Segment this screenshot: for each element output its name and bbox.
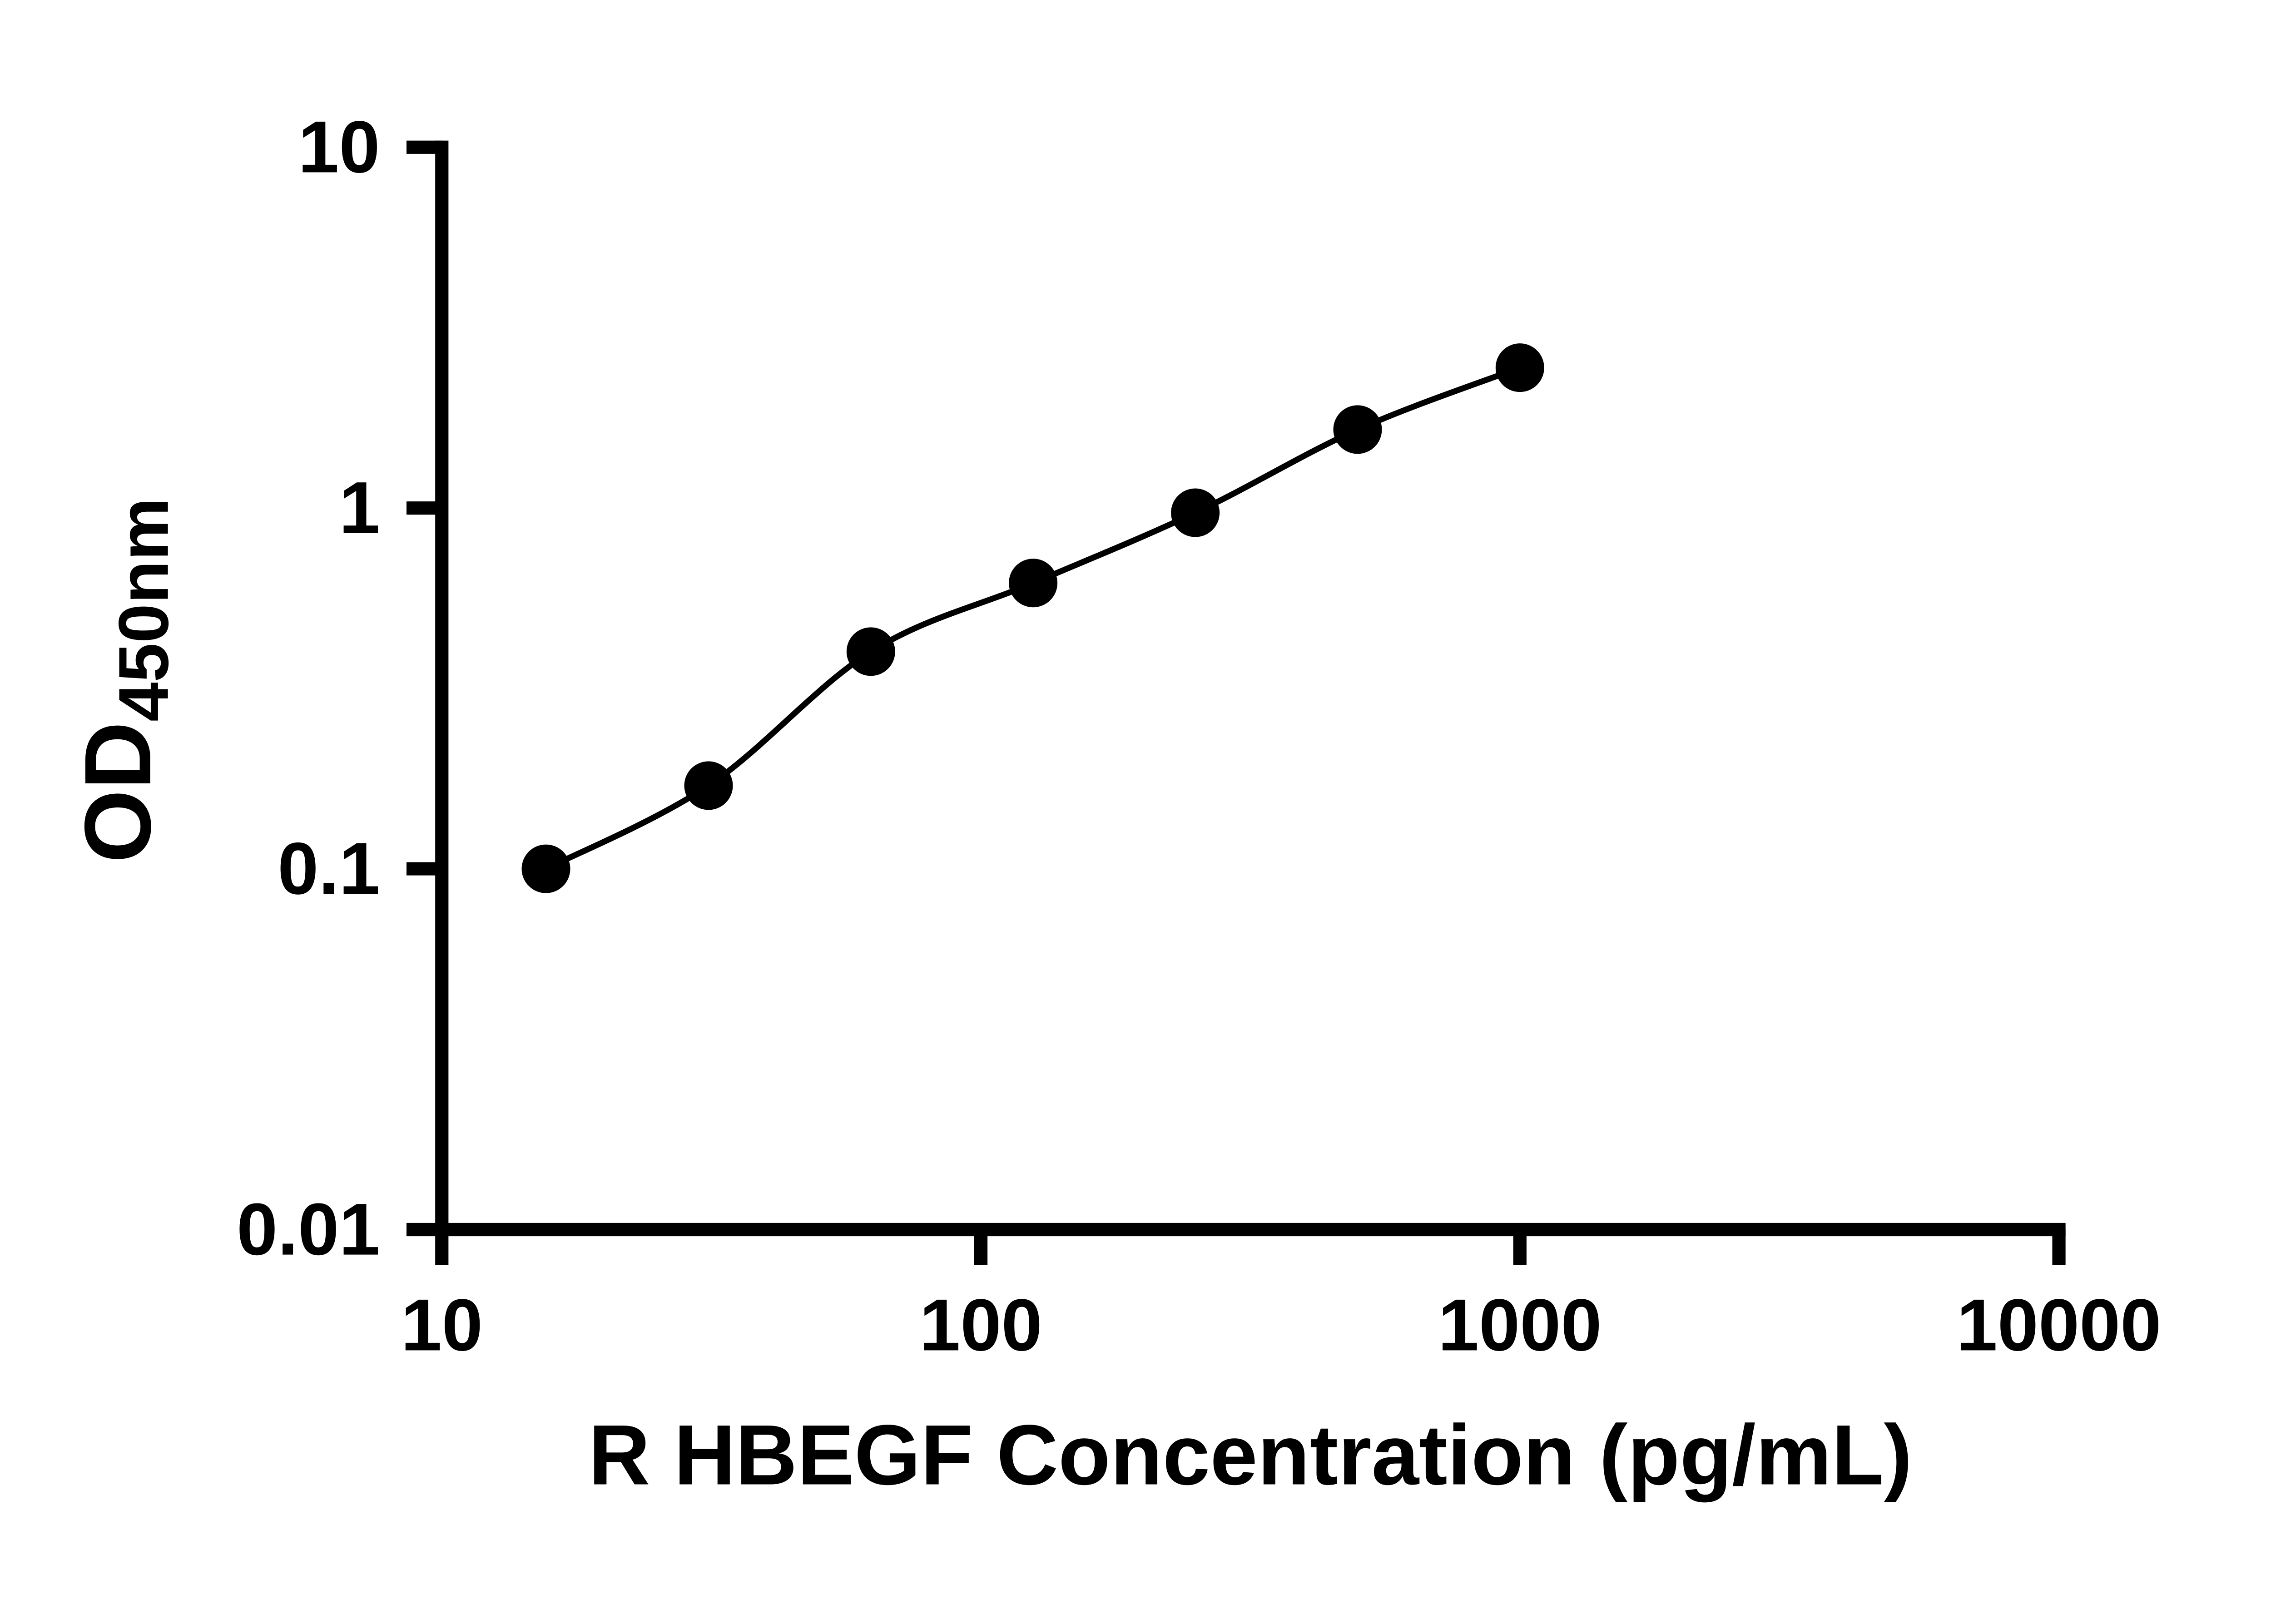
y-axis-title-sub: 450nm bbox=[104, 498, 183, 722]
data-point bbox=[1495, 343, 1544, 392]
x-tick-label: 1000 bbox=[1438, 1284, 1602, 1366]
y-tick-label: 0.01 bbox=[237, 1188, 380, 1271]
x-axis-title: R HBEGF Concentration (pg/mL) bbox=[589, 1407, 1913, 1502]
elisa-standard-curve-figure: 10 100 1000 10000 10 1 0.1 0.01 R HBEGF Concent… bbox=[64, 106, 2162, 1503]
chart-svg: 10 100 1000 10000 10 1 0.1 0.01 R HBEGF Concent… bbox=[64, 106, 2162, 1503]
y-tick-label: 1 bbox=[339, 467, 380, 549]
x-tick-label: 100 bbox=[919, 1284, 1042, 1366]
y-tick-label: 10 bbox=[298, 106, 380, 188]
data-point bbox=[1171, 488, 1220, 537]
data-point bbox=[1333, 405, 1382, 454]
data-point bbox=[521, 844, 570, 893]
y-axis-title: OD450nm bbox=[65, 498, 183, 863]
plot-layer: 10 100 1000 10000 10 1 0.1 0.01 bbox=[237, 106, 2161, 1366]
data-point bbox=[846, 627, 895, 676]
x-tick-label: 10000 bbox=[1957, 1284, 2162, 1366]
y-axis-title-main: OD bbox=[65, 722, 170, 863]
x-tick-label: 10 bbox=[401, 1284, 483, 1366]
data-point bbox=[684, 761, 733, 810]
data-point bbox=[1009, 559, 1058, 608]
y-tick-label: 0.1 bbox=[278, 827, 380, 910]
axis-spine bbox=[435, 140, 2066, 1237]
